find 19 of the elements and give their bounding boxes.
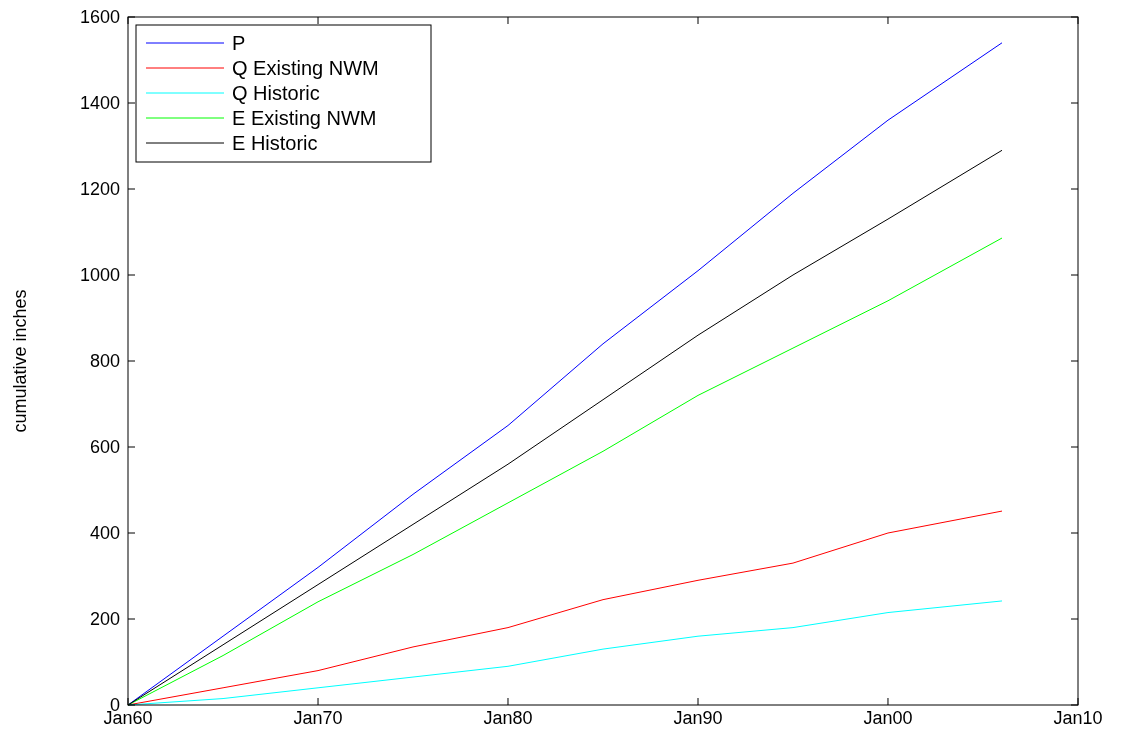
x-tick-label: Jan70 [293, 708, 343, 728]
y-axis-title: cumulative inches [10, 289, 30, 433]
x-tick-label: Jan00 [863, 708, 913, 728]
y-tick-label: 1600 [79, 7, 120, 27]
y-tick-label: 1400 [79, 93, 120, 113]
y-tick-label: 200 [89, 609, 120, 629]
x-tick-label: Jan80 [483, 708, 533, 728]
legend-label: Q Existing NWM [232, 57, 379, 79]
legend-label: Q Historic [232, 82, 320, 104]
y-tick-label: 600 [89, 437, 120, 457]
legend-label: P [232, 32, 246, 54]
legend-label: E Existing NWM [232, 107, 377, 129]
y-tick-label: 800 [89, 351, 120, 371]
y-tick-label: 400 [89, 523, 120, 543]
y-tick-label: 1200 [79, 179, 120, 199]
y-tick-label: 1000 [79, 265, 120, 285]
x-tick-label: Jan90 [673, 708, 723, 728]
x-tick-label: Jan10 [1053, 708, 1103, 728]
legend-label: E Historic [232, 132, 318, 154]
